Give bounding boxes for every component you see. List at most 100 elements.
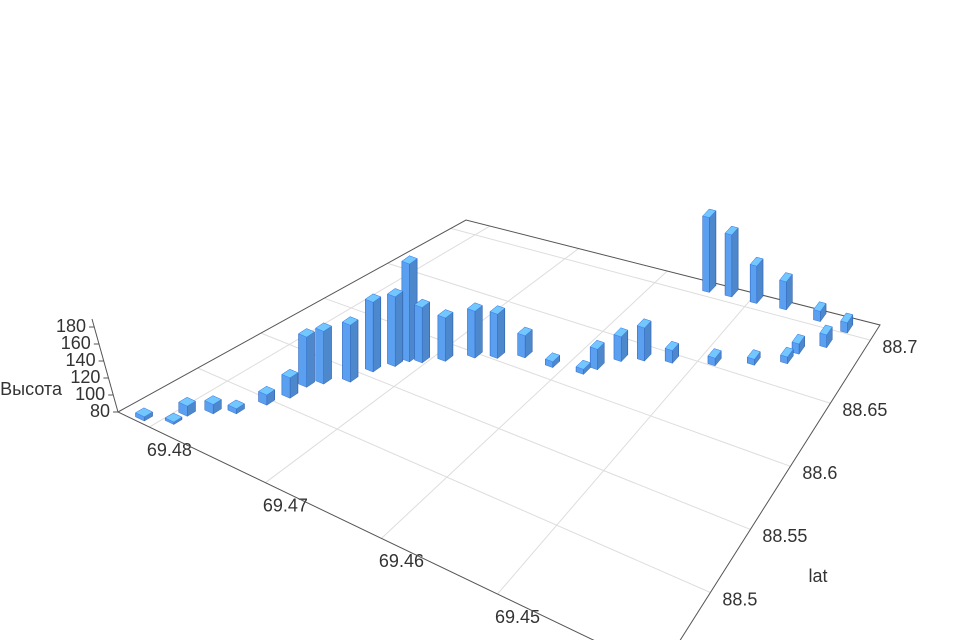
bar <box>840 312 854 334</box>
y-tick-label: 88.7 <box>882 337 917 357</box>
bar <box>489 305 506 359</box>
z-tick-label: 120 <box>70 367 100 387</box>
bar-front <box>813 309 821 322</box>
x-tick-label: 69.45 <box>495 607 540 627</box>
bar <box>315 322 332 385</box>
bar-side <box>445 311 454 362</box>
bar <box>298 328 315 388</box>
bar-front <box>637 325 645 362</box>
grid-line <box>265 248 579 484</box>
bar <box>387 288 404 367</box>
bar-top <box>467 302 483 312</box>
bar-front <box>315 327 324 385</box>
bar-top <box>813 301 827 312</box>
bar <box>636 318 652 362</box>
bar-top <box>589 340 605 350</box>
x-tick-label: 69.48 <box>147 440 192 460</box>
bar-front <box>819 332 827 348</box>
bar-front <box>590 346 598 371</box>
bar-top <box>749 256 764 267</box>
bar-front <box>401 260 410 363</box>
bar-top <box>840 312 854 324</box>
grid-line <box>381 270 668 539</box>
y-tick-label: 88.5 <box>722 589 757 609</box>
bar <box>437 309 454 362</box>
bar-top <box>364 293 382 303</box>
bar-top <box>258 386 276 396</box>
bar-side <box>422 301 430 364</box>
bar-top <box>135 407 153 418</box>
z-axis-line <box>91 318 119 413</box>
bar <box>341 316 359 383</box>
y-tick-label: 88.6 <box>802 463 837 483</box>
bar-side <box>497 307 505 359</box>
bar <box>575 359 591 375</box>
bar-top <box>437 309 454 319</box>
bar-front <box>750 264 757 304</box>
bar <box>791 333 805 355</box>
bar-top <box>164 412 183 423</box>
bar-top <box>401 255 418 265</box>
bar-side <box>756 258 764 305</box>
bar <box>724 225 739 298</box>
x-tick-label: 69.46 <box>379 551 424 571</box>
bar-top <box>636 318 652 329</box>
bar-top <box>298 328 315 338</box>
bar-front <box>840 320 848 334</box>
bar-front <box>779 279 787 311</box>
bar-side <box>395 291 403 367</box>
bar-front <box>281 374 291 399</box>
grid-line <box>197 367 711 593</box>
bar-front <box>613 334 622 362</box>
z-tick-label: 140 <box>66 350 96 370</box>
bar-top <box>227 399 245 410</box>
bar-side <box>323 325 332 385</box>
bar-top <box>702 208 717 218</box>
bar <box>813 301 827 323</box>
bar <box>467 302 483 359</box>
y-tick-label: 88.65 <box>842 400 887 420</box>
bar-top <box>387 288 404 298</box>
bar-top <box>414 298 431 308</box>
bar-top <box>489 305 506 315</box>
bar-top <box>315 322 332 332</box>
bar-top <box>791 333 805 345</box>
bar-side <box>350 319 359 383</box>
bar <box>747 349 761 366</box>
bar <box>364 293 382 373</box>
floor-outline <box>116 219 881 640</box>
bar-top <box>707 348 722 359</box>
bar-front <box>489 311 498 359</box>
bar-top <box>819 324 833 336</box>
bar-top <box>341 316 359 326</box>
z-axis-label: Высота <box>0 379 63 399</box>
bar-top <box>281 369 299 379</box>
grid-line <box>387 262 831 404</box>
bar <box>780 346 794 365</box>
z-tick-label: 160 <box>61 333 91 353</box>
y-axis-label: lat <box>808 566 827 586</box>
bar <box>545 352 561 369</box>
bar-front <box>467 308 476 359</box>
bar-top <box>613 327 629 338</box>
bar <box>779 272 793 311</box>
bar <box>664 340 680 364</box>
bar <box>204 395 222 415</box>
bar-side <box>731 227 739 298</box>
bar-front <box>414 304 423 364</box>
bar <box>414 298 431 364</box>
bar-top <box>779 272 793 283</box>
bar-front <box>665 348 673 364</box>
bar <box>749 256 764 305</box>
bar-side <box>474 305 483 359</box>
bar-front <box>702 215 710 293</box>
bar-side <box>372 296 381 373</box>
bar-front <box>437 314 446 362</box>
bar-top <box>780 346 794 358</box>
z-tick-label: 180 <box>56 316 86 336</box>
bar-front <box>724 232 732 298</box>
bar-top <box>178 397 196 407</box>
grid-line <box>450 227 871 341</box>
z-tick-label: 80 <box>90 401 110 421</box>
